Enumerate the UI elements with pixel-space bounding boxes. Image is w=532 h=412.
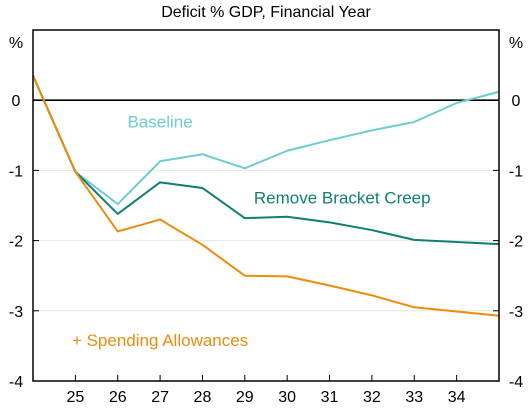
chart-title: Deficit % GDP, Financial Year [161, 4, 371, 21]
series-label: Baseline [127, 113, 192, 132]
y-tick-label-left: -2 [9, 234, 23, 251]
y-axis-unit-left: % [9, 35, 23, 52]
y-axis-unit-right: % [509, 35, 523, 52]
x-tick-label: 31 [321, 389, 339, 406]
y-tick-label-left: -1 [9, 163, 23, 180]
x-tick-label: 29 [236, 389, 254, 406]
y-tick-label-right: -4 [509, 374, 523, 391]
x-tick-label: 28 [194, 389, 212, 406]
x-axis-ticks: 25 26 27 28 29 30 31 32 33 34 [66, 375, 466, 406]
series-label: Remove Bracket Creep [254, 188, 431, 207]
plot-border [32, 29, 500, 382]
y-tick-label-right: 0 [512, 93, 521, 110]
y-tick-label-left: -4 [9, 374, 23, 391]
x-tick-label: 27 [151, 389, 169, 406]
series-line-spending-allowances [32, 75, 500, 317]
x-tick-label: 25 [66, 389, 84, 406]
series-line-baseline [32, 75, 500, 206]
y-axis-ticks: 0 0 -1 -1 -2 -2 -3 -3 -4 -4 [9, 93, 523, 391]
y-tick-label-right: -1 [509, 163, 523, 180]
x-tick-label: 26 [109, 389, 127, 406]
x-tick-label: 34 [448, 389, 466, 406]
x-tick-label: 32 [363, 389, 381, 406]
plot-frame [32, 29, 500, 382]
x-tick-label: 30 [278, 389, 296, 406]
y-tick-label-right: -2 [509, 234, 523, 251]
y-tick-label-left: 0 [12, 93, 21, 110]
series-line-remove-bracket-creep [32, 75, 500, 246]
series-labels: Baseline Remove Bracket Creep + Spending A… [72, 113, 431, 350]
y-tick-label-left: -3 [9, 304, 23, 321]
series-lines [32, 75, 500, 317]
x-tick-label: 33 [405, 389, 423, 406]
y-tick-label-right: -3 [509, 304, 523, 321]
series-label: + Spending Allowances [72, 331, 248, 350]
